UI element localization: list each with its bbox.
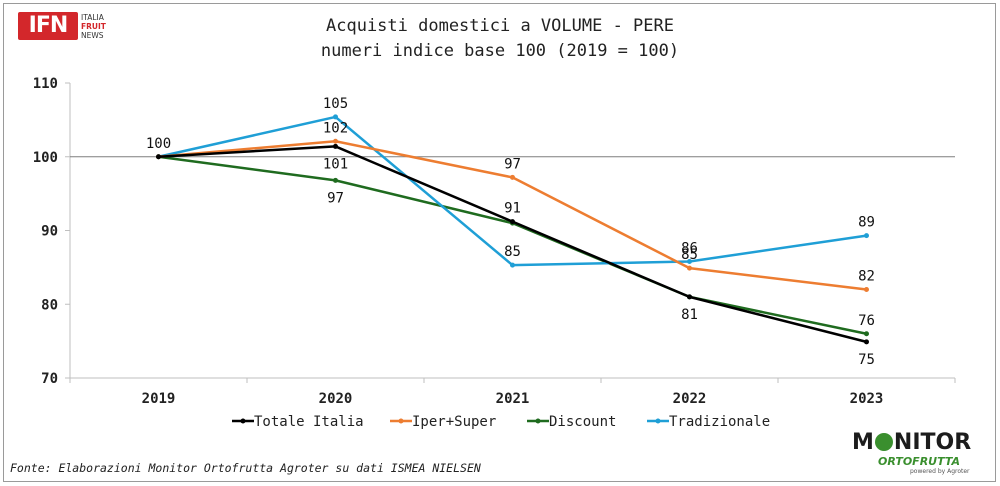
legend-marker [240,418,246,424]
data-label: 97 [504,156,521,172]
chart-title-line2: numeri indice base 100 (2019 = 100) [320,41,680,61]
data-point [687,294,692,300]
x-tick-label: 2019 [142,391,176,407]
data-point [864,233,869,239]
monitor-rest: NITOR [893,430,972,455]
data-label: 97 [327,190,344,206]
legend-label: Tradizionale [669,414,770,430]
y-tick-label: 90 [41,224,58,240]
chart-border [3,3,996,482]
data-point [864,339,869,345]
legend-marker [398,418,404,424]
monitor-wordmark: M NITOR [852,430,971,455]
data-label: 81 [681,307,698,323]
chart-title: Acquisti domestici a VOLUME - PERE numer… [200,14,800,64]
ifn-badge: IFN [18,12,78,40]
ifn-line-italia: ITALIA [81,13,104,22]
data-point [510,174,515,180]
data-point [510,262,515,268]
legend-marker [535,418,541,424]
data-point [333,138,338,144]
data-point [864,331,869,337]
data-point [333,114,338,120]
ifn-line-news: NEWS [81,31,104,40]
monitor-ortofrutta-logo: M NITOR ORTOFRUTTA powered by Agroter [852,430,987,476]
chart-axes: 70 80 90 100 110 2019 2020 2021 2022 2023 [33,76,956,407]
data-point [687,258,692,264]
legend-label: Totale Italia [254,414,364,430]
data-label: 82 [858,269,875,285]
y-tick-label: 100 [33,150,58,166]
data-label: 86 [681,240,698,256]
x-tick-label: 2023 [850,391,884,407]
chart-title-line1: Acquisti domestici a VOLUME - PERE [326,16,674,36]
chart-legend: Totale Italia Iper+Super Discount Tradizion… [232,414,770,430]
legend-marker [655,418,661,424]
agroter-wordmark: powered by Agroter [910,468,970,475]
series-line-tradizionale [158,115,867,267]
data-point [333,143,338,149]
data-point [156,154,161,160]
data-label: 101 [323,156,348,172]
data-point [510,219,515,225]
data-point [864,287,869,292]
data-label: 91 [504,201,521,217]
italiafruit-news-logo: IFN ITALIA FRUIT NEWS [18,12,118,42]
data-label: 76 [858,313,875,329]
data-label: 100 [146,136,171,152]
y-tick-label: 70 [41,371,58,387]
legend-label: Discount [549,414,616,430]
legend-label: Iper+Super [412,414,496,430]
data-label: 85 [504,244,521,260]
chart-series [156,114,869,345]
y-tick-label: 110 [33,76,58,92]
ortofrutta-wordmark: ORTOFRUTTA [878,455,961,468]
data-label: 105 [323,96,348,112]
y-tick-label: 80 [41,297,58,313]
data-label: 102 [323,120,348,136]
data-label: 89 [858,215,875,231]
data-point [333,177,338,183]
ifn-wordmark: ITALIA FRUIT NEWS [81,13,121,40]
x-tick-label: 2021 [496,391,530,407]
data-point [687,265,692,271]
ifn-line-fruit: FRUIT [81,22,106,31]
x-tick-label: 2022 [673,391,707,407]
monitor-m: M [852,430,874,455]
data-label: 85 [681,247,698,263]
source-note: Fonte: Elaborazioni Monitor Ortofrutta A… [10,461,481,475]
x-tick-label: 2020 [319,391,353,407]
data-label: 75 [858,352,875,368]
monitor-o-icon [874,433,893,451]
